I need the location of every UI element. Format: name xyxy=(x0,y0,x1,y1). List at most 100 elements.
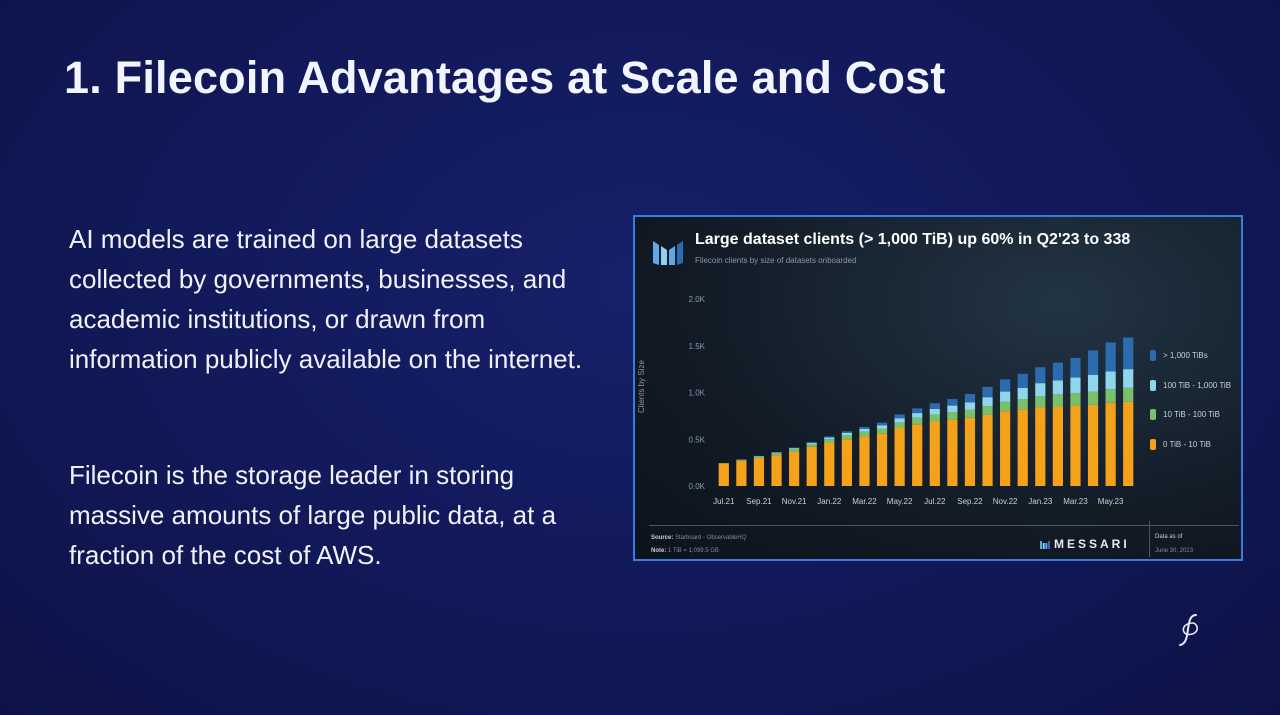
bar-segment xyxy=(947,412,958,420)
bar-segment xyxy=(1070,392,1081,406)
bar-segment xyxy=(1123,401,1134,486)
footer-divider xyxy=(649,525,1239,526)
bar-segment xyxy=(1000,391,1011,402)
bar-segment xyxy=(771,453,782,456)
x-tick-label: Sep.22 xyxy=(957,497,983,506)
messari-m-icon xyxy=(653,241,683,265)
bar-segment xyxy=(1123,387,1134,402)
bar-segment xyxy=(982,414,993,486)
body-paragraph-1: AI models are trained on large datasets … xyxy=(69,224,583,374)
bar-segment xyxy=(1105,371,1116,390)
chart-panel: Large dataset clients (> 1,000 TiB) up 6… xyxy=(633,215,1243,561)
bar-segment xyxy=(824,442,835,486)
bar-segment xyxy=(789,448,800,450)
bar-segment xyxy=(859,431,870,437)
bar-segment xyxy=(859,436,870,486)
y-tick-label: 2.0K xyxy=(689,295,706,304)
filecoin-script-logo-icon xyxy=(1179,614,1198,646)
bar-segment xyxy=(1017,373,1028,388)
bar-segment xyxy=(1105,342,1116,372)
bar-segment xyxy=(1000,401,1011,412)
source-label: Source: xyxy=(651,535,674,541)
bar-segment xyxy=(753,457,765,486)
bar-segment xyxy=(894,428,905,486)
bar-segment xyxy=(1087,391,1099,405)
y-tick-label: 0.0K xyxy=(689,482,706,491)
bar-segment xyxy=(1087,350,1099,375)
x-tick-label: May.22 xyxy=(887,497,913,506)
bar-segment xyxy=(929,421,940,487)
bar-segment xyxy=(964,417,976,486)
x-tick-label: Nov.21 xyxy=(782,497,807,506)
bar-segment xyxy=(1017,387,1028,400)
chart-subtitle: Filecoin clients by size of datasets onb… xyxy=(695,256,857,265)
bar-segment xyxy=(912,424,923,486)
legend-item: 10 TiB - 100 TiB xyxy=(1150,400,1231,430)
bar-segment xyxy=(912,413,923,418)
note-line: Note: 1 TiB = 1,099.5 GB xyxy=(651,548,719,554)
bar-segment xyxy=(982,406,993,415)
bar-segment xyxy=(964,402,976,410)
x-tick-label: Mar.23 xyxy=(1063,497,1088,506)
legend-swatch xyxy=(1150,350,1156,362)
x-tick-label: Mar.22 xyxy=(852,497,877,506)
messari-brand-text: MESSARI xyxy=(1054,537,1130,551)
bar-segment xyxy=(982,386,993,398)
body-paragraph-2: Filecoin is the storage leader in storin… xyxy=(69,460,557,570)
x-tick-label: May.23 xyxy=(1098,497,1124,506)
bar-segment xyxy=(736,460,747,486)
bar-segment xyxy=(718,463,729,486)
bar-segment xyxy=(841,439,852,486)
bar-segment xyxy=(1105,402,1116,486)
note-value: 1 TiB = 1,099.5 GB xyxy=(668,548,719,554)
stacked-bar-chart: 0.0K 0.5K 1.0K 1.5K 2.0K Jul.21 Sep.21 Nov.21 Ja… xyxy=(689,295,1134,506)
bar-segment xyxy=(1035,396,1046,408)
bar-segment xyxy=(1035,407,1046,486)
bar-segment xyxy=(771,455,782,487)
bar-segment xyxy=(806,442,817,443)
footer-separator xyxy=(1149,521,1150,557)
bar-segment xyxy=(1017,409,1028,486)
bar-segment xyxy=(1070,357,1081,378)
chart-title: Large dataset clients (> 1,000 TiB) up 6… xyxy=(695,231,1131,248)
bar-segment xyxy=(841,432,852,436)
bar-segment xyxy=(789,451,800,486)
bar-segment xyxy=(982,397,993,407)
bar-segment xyxy=(1000,411,1011,486)
bar-segment xyxy=(1052,380,1063,395)
bar-segment xyxy=(947,405,958,413)
bar-segment xyxy=(894,414,905,419)
bar-segment xyxy=(859,428,870,432)
legend-label: 0 TiB - 10 TiB xyxy=(1163,439,1212,449)
source-value: Starboard - ObservableHQ xyxy=(675,535,747,541)
bar-segment xyxy=(964,393,976,403)
bar-segment xyxy=(1070,405,1081,486)
bar-segment xyxy=(824,436,835,438)
legend-swatch xyxy=(1150,379,1156,391)
bar-segment xyxy=(912,408,923,414)
legend-item: 100 TiB - 1,000 TiB xyxy=(1150,371,1231,401)
slide-title: 1. Filecoin Advantages at Scale and Cost xyxy=(64,52,946,103)
x-tick-label: Nov.22 xyxy=(993,497,1018,506)
bar-segment xyxy=(876,425,888,429)
bar-segment xyxy=(859,426,870,429)
x-tick-label: Jul.22 xyxy=(924,497,946,506)
x-tick-label: Jan.22 xyxy=(817,497,842,506)
messari-small-m-icon xyxy=(1040,541,1050,549)
legend-label: > 1,000 TiBs xyxy=(1163,351,1208,361)
bar-segment xyxy=(1123,369,1134,388)
bar-segment xyxy=(947,399,958,406)
bar-segment xyxy=(736,459,747,461)
legend-label: 10 TiB - 100 TiB xyxy=(1163,410,1220,420)
bar-segment xyxy=(753,456,765,458)
legend-label: 100 TiB - 1,000 TiB xyxy=(1163,380,1232,390)
bar-segment xyxy=(1087,404,1099,486)
bar-segment xyxy=(806,443,817,447)
source-line: Source: Starboard - ObservableHQ xyxy=(651,535,746,541)
x-tick-label: Jul.21 xyxy=(713,497,735,506)
bar-segment xyxy=(1123,337,1134,370)
bar-segment xyxy=(1070,377,1081,393)
bar-segment xyxy=(894,422,905,429)
y-tick-label: 1.5K xyxy=(689,342,706,351)
y-tick-label: 1.0K xyxy=(689,389,706,398)
